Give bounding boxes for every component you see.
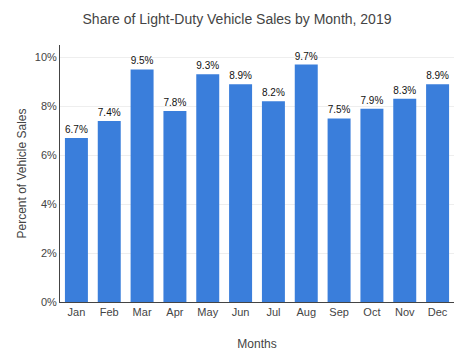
svg-text:Share of Light-Duty Vehicle Sa: Share of Light-Duty Vehicle Sales by Mon… xyxy=(83,11,392,27)
svg-text:Jul: Jul xyxy=(266,306,280,318)
svg-text:2%: 2% xyxy=(41,247,57,259)
svg-text:8%: 8% xyxy=(41,100,57,112)
svg-text:Jun: Jun xyxy=(232,306,250,318)
svg-text:Months: Months xyxy=(237,337,276,351)
svg-text:7.8%: 7.8% xyxy=(163,97,186,108)
svg-text:7.5%: 7.5% xyxy=(328,104,351,115)
svg-text:0%: 0% xyxy=(41,296,57,308)
svg-text:4%: 4% xyxy=(41,198,57,210)
svg-text:6%: 6% xyxy=(41,149,57,161)
svg-text:6.7%: 6.7% xyxy=(65,124,88,135)
svg-text:Nov: Nov xyxy=(395,306,415,318)
svg-text:Apr: Apr xyxy=(166,306,183,318)
svg-text:8.2%: 8.2% xyxy=(262,87,285,98)
svg-text:7.4%: 7.4% xyxy=(98,107,121,118)
svg-text:Mar: Mar xyxy=(133,306,152,318)
svg-text:9.5%: 9.5% xyxy=(131,55,154,66)
svg-text:8.9%: 8.9% xyxy=(426,70,449,81)
svg-text:May: May xyxy=(197,306,218,318)
svg-text:7.9%: 7.9% xyxy=(360,95,383,106)
svg-text:9.7%: 9.7% xyxy=(295,51,318,62)
svg-text:Dec: Dec xyxy=(428,306,448,318)
svg-text:Oct: Oct xyxy=(363,306,380,318)
svg-text:10%: 10% xyxy=(35,51,57,63)
svg-text:Feb: Feb xyxy=(100,306,119,318)
svg-text:8.3%: 8.3% xyxy=(393,85,416,96)
svg-text:Percent of Vehicle Sales: Percent of Vehicle Sales xyxy=(15,108,29,238)
svg-text:8.9%: 8.9% xyxy=(229,70,252,81)
svg-text:Aug: Aug xyxy=(296,306,316,318)
svg-text:Sep: Sep xyxy=(329,306,349,318)
svg-text:Jan: Jan xyxy=(68,306,86,318)
svg-text:9.3%: 9.3% xyxy=(196,60,219,71)
